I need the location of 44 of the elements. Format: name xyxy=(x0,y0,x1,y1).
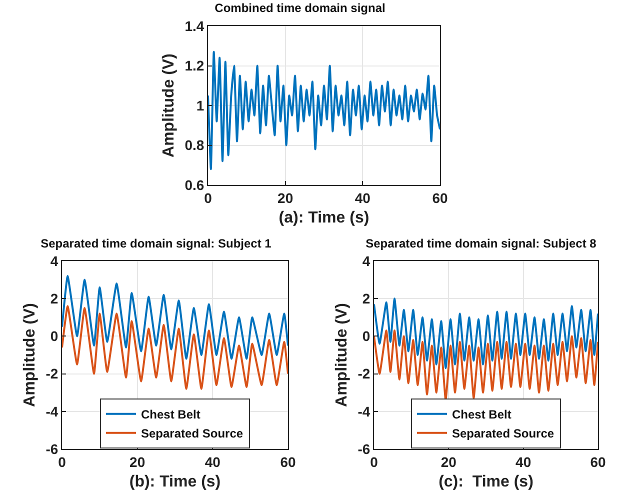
y-tick-label: -6 xyxy=(46,440,58,457)
x-axis-title: (b): Time (s) xyxy=(129,474,221,490)
y-tick-label: 1.2 xyxy=(184,58,204,74)
y-axis-title: Amplitude (V) xyxy=(22,303,39,407)
legend-label: Chest Belt xyxy=(141,408,200,422)
chart-title: Combined time domain signal xyxy=(214,0,386,15)
y-tick-label: 0.6 xyxy=(184,176,204,193)
x-tick-label: 60 xyxy=(590,454,606,470)
x-tick-label: 20 xyxy=(130,454,146,470)
y-tick-label: 4 xyxy=(362,252,370,269)
y-tick-label: 2 xyxy=(50,290,58,306)
y-tick-label: 0.8 xyxy=(184,137,204,154)
y-tick-label: 0 xyxy=(50,328,58,344)
line-series xyxy=(208,50,440,170)
legend-label: Chest Belt xyxy=(452,408,512,422)
y-tick-label: 1.4 xyxy=(184,18,204,34)
x-axis-title: (a): Time (s) xyxy=(278,210,370,226)
x-tick-label: 20 xyxy=(440,454,457,470)
line-series xyxy=(62,305,288,390)
x-tick-label: 40 xyxy=(516,454,532,470)
legend-label: Separated Source xyxy=(452,426,554,441)
y-tick-label: 1 xyxy=(196,97,204,114)
y-axis-title: Amplitude (V) xyxy=(160,54,178,158)
legend-label: Separated Source xyxy=(141,426,244,441)
y-tick-label: 0 xyxy=(362,328,370,344)
y-axis-title: Amplitude (V) xyxy=(334,303,351,407)
y-tick-label: -2 xyxy=(46,366,58,382)
x-tick-label: 60 xyxy=(432,190,448,206)
x-tick-label: 40 xyxy=(354,190,371,206)
y-tick-label: 2 xyxy=(362,290,370,306)
chart-title: Separated time domain signal: Subject 8 xyxy=(366,236,597,250)
y-tick-label: -2 xyxy=(358,366,370,382)
line-series xyxy=(374,298,598,370)
x-tick-label: 40 xyxy=(204,454,221,470)
y-tick-label: -4 xyxy=(46,403,58,420)
line-series xyxy=(62,275,288,360)
y-tick-label: -4 xyxy=(358,403,370,420)
x-tick-label: 20 xyxy=(278,190,294,206)
y-tick-label: 4 xyxy=(50,252,58,269)
y-tick-label: -6 xyxy=(358,440,370,457)
line-series xyxy=(374,330,598,402)
x-tick-label: 60 xyxy=(280,454,296,470)
chart-title: Separated time domain signal: Subject 1 xyxy=(40,236,272,250)
x-axis-title: (c): Time (s) xyxy=(438,474,534,490)
